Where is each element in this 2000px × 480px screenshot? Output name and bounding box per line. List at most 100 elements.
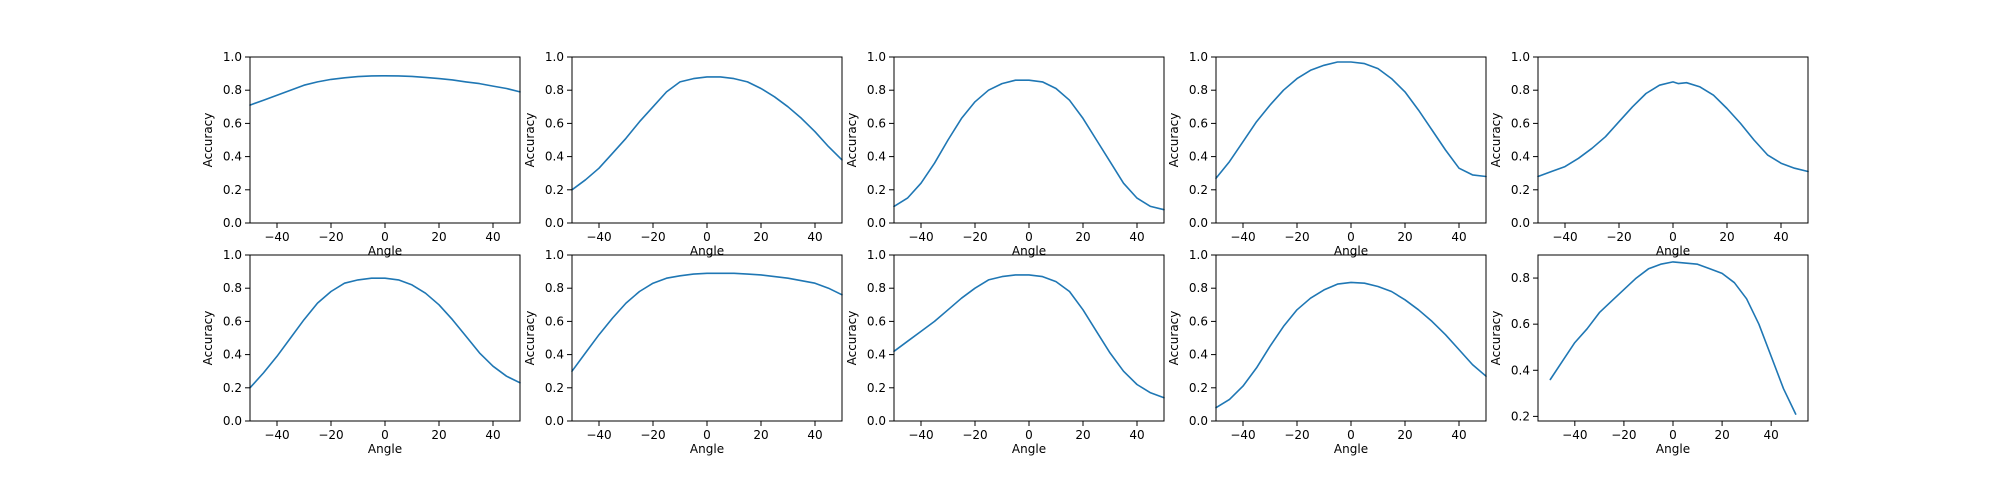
y-tick-label: 0.4 <box>1189 150 1208 164</box>
y-tick-label: 0.4 <box>545 348 564 362</box>
y-tick-label: 1.0 <box>867 248 886 262</box>
x-tick-label: −40 <box>908 230 933 244</box>
x-tick-label: 20 <box>753 428 768 442</box>
series-line-1-1 <box>249 75 521 106</box>
subplot-4: −40 −20 0 20 40 0.0 0.2 0.4 0.6 0.8 1.0 Angle Accura… <box>1167 50 1487 258</box>
y-axis-label: Accuracy <box>201 311 215 366</box>
x-tick-label: −20 <box>962 230 987 244</box>
x-tick-label: 20 <box>1397 230 1412 244</box>
x-tick-label: 40 <box>1451 428 1466 442</box>
y-axis-label: Accuracy <box>201 113 215 168</box>
y-tick-label: 0.8 <box>545 83 564 97</box>
x-tick-label: −20 <box>318 428 343 442</box>
y-tick-label: 0.0 <box>223 216 242 230</box>
subplot-10: −40 −20 0 20 40 0.2 0.4 0.6 0.8 Angle Accuracy <box>1489 254 1809 456</box>
y-tick-label: 0.0 <box>545 216 564 230</box>
x-tick-label: 20 <box>753 230 768 244</box>
x-tick-label: −40 <box>264 428 289 442</box>
y-tick-label: 1.0 <box>545 50 564 64</box>
x-tick-label: −20 <box>1284 230 1309 244</box>
y-tick-label: 0.8 <box>1511 83 1530 97</box>
x-tick-label: −40 <box>908 428 933 442</box>
y-tick-label: 0.2 <box>867 183 886 197</box>
y-tick-label: 0.2 <box>223 381 242 395</box>
x-tick-label: 40 <box>807 428 822 442</box>
x-axis-label: Angle <box>1656 244 1690 258</box>
y-tick-label: 0.6 <box>1511 317 1530 331</box>
x-tick-label: 20 <box>1714 428 1729 442</box>
y-tick-label: 0.2 <box>1511 183 1530 197</box>
axes-frame <box>571 56 843 224</box>
x-tick-label: 0 <box>381 230 389 244</box>
x-tick-label: −40 <box>1230 230 1255 244</box>
y-tick-label: 1.0 <box>1189 50 1208 64</box>
y-tick-label: 0.0 <box>1189 216 1208 230</box>
x-tick-label: 0 <box>381 428 389 442</box>
y-tick-label: 0.6 <box>545 314 564 328</box>
axes-frame <box>893 254 1165 422</box>
series-line-7-1 <box>571 272 843 373</box>
axes-frame <box>1215 254 1487 422</box>
x-tick-label: 40 <box>1764 428 1779 442</box>
x-tick-label: −40 <box>1230 428 1255 442</box>
y-tick-label: 0.2 <box>1511 409 1530 423</box>
y-axis-label: Accuracy <box>845 311 859 366</box>
y-axis-label: Accuracy <box>1489 311 1503 366</box>
x-tick-label: −40 <box>1552 230 1577 244</box>
y-tick-label: 0.2 <box>1189 381 1208 395</box>
y-tick-label: 1.0 <box>1511 50 1530 64</box>
y-tick-label: 0.6 <box>867 314 886 328</box>
y-tick-label: 0.6 <box>223 116 242 130</box>
x-tick-label: 20 <box>1075 230 1090 244</box>
y-tick-label: 1.0 <box>545 248 564 262</box>
x-tick-label: 40 <box>1773 230 1788 244</box>
y-axis-label: Accuracy <box>523 311 537 366</box>
x-tick-label: 40 <box>1129 230 1144 244</box>
subplot-2: −40 −20 0 20 40 0.0 0.2 0.4 0.6 0.8 1.0 Angle Accura… <box>523 50 843 258</box>
y-tick-label: 0.4 <box>223 348 242 362</box>
x-tick-label: 0 <box>703 428 711 442</box>
x-tick-label: 40 <box>485 428 500 442</box>
subplot-5: −40 −20 0 20 40 0.0 0.2 0.4 0.6 0.8 1.0 Angle Accura… <box>1489 50 1809 258</box>
y-tick-label: 0.4 <box>223 150 242 164</box>
x-tick-label: 40 <box>1451 230 1466 244</box>
x-axis-label: Angle <box>368 244 402 258</box>
x-tick-label: −20 <box>962 428 987 442</box>
x-tick-label: −40 <box>586 428 611 442</box>
x-tick-label: −20 <box>318 230 343 244</box>
y-tick-label: 0.6 <box>1189 314 1208 328</box>
x-tick-label: 20 <box>1719 230 1734 244</box>
x-tick-label: −20 <box>1611 428 1636 442</box>
y-tick-label: 0.4 <box>1511 363 1530 377</box>
y-tick-label: 0.4 <box>1511 150 1530 164</box>
y-tick-label: 0.0 <box>223 414 242 428</box>
y-axis-label: Accuracy <box>845 113 859 168</box>
x-axis-label: Angle <box>1012 244 1046 258</box>
x-tick-label: 20 <box>1075 428 1090 442</box>
x-tick-label: 0 <box>703 230 711 244</box>
y-tick-label: 0.0 <box>1189 414 1208 428</box>
y-axis-label: Accuracy <box>523 113 537 168</box>
subplot-3: −40 −20 0 20 40 0.0 0.2 0.4 0.6 0.8 1.0 Angle Accura… <box>845 50 1165 258</box>
series-line-3-1 <box>893 79 1165 211</box>
y-tick-label: 0.0 <box>867 216 886 230</box>
x-axis-label: Angle <box>690 442 724 456</box>
y-tick-label: 0.6 <box>545 116 564 130</box>
series-line-6-1 <box>249 277 521 389</box>
series-line-2-1 <box>571 76 843 191</box>
y-tick-label: 0.4 <box>867 348 886 362</box>
y-tick-label: 1.0 <box>223 248 242 262</box>
series-line-4-1 <box>1215 61 1487 179</box>
y-tick-label: 0.6 <box>1189 116 1208 130</box>
y-tick-label: 1.0 <box>1189 248 1208 262</box>
x-tick-label: 40 <box>807 230 822 244</box>
y-tick-label: 0.2 <box>867 381 886 395</box>
y-tick-label: 0.2 <box>223 183 242 197</box>
y-tick-label: 0.6 <box>223 314 242 328</box>
y-tick-label: 0.8 <box>1189 281 1208 295</box>
y-tick-label: 0.4 <box>1189 348 1208 362</box>
y-tick-label: 0.4 <box>545 150 564 164</box>
y-tick-label: 0.8 <box>545 281 564 295</box>
x-tick-label: 40 <box>485 230 500 244</box>
